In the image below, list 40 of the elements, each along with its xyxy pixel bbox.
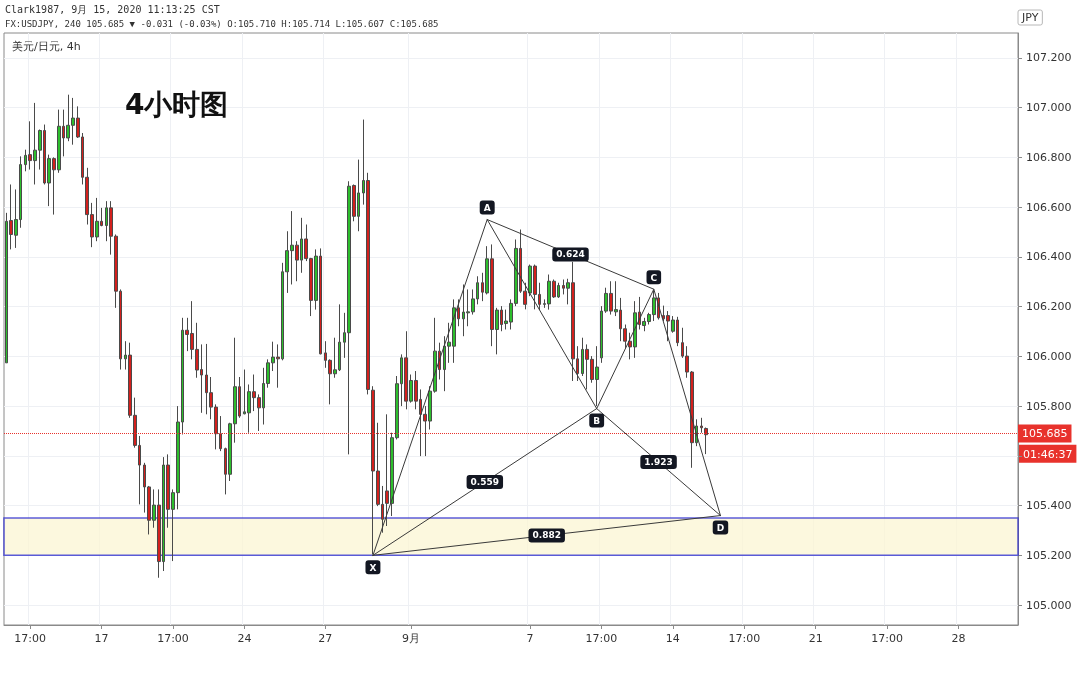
y-tick-label: 105.000: [1026, 598, 1072, 612]
y-tick-label: 106.000: [1026, 349, 1072, 363]
x-tick-label: 17:00: [728, 632, 761, 645]
y-tick-label: 106.400: [1026, 250, 1072, 264]
chart-subtitle: FX:USDJPY, 240 105.685 ▼ -0.031 (-0.03%) O:105.710 H:105.714 L:105.607 C:105.685: [5, 18, 439, 29]
y-tick-label: 105.800: [1026, 399, 1072, 413]
x-tick-label: 21: [808, 632, 823, 645]
y-tick-label: 106.200: [1026, 300, 1072, 314]
data-label: C: [650, 272, 658, 283]
y-tick-label: 105.200: [1026, 548, 1072, 562]
y-tick-label: 106.800: [1026, 150, 1072, 164]
annotation: 美元/日元, 4h: [12, 40, 81, 53]
y-axis-title: JPY: [1021, 11, 1039, 24]
x-tick-label: 17:00: [157, 632, 189, 645]
series-label: 0.882: [532, 530, 561, 541]
series-label: 1.923: [644, 457, 673, 468]
x-tick-label: 27: [318, 632, 333, 645]
data-label: A: [483, 203, 491, 214]
data-label: D: [716, 523, 725, 534]
y-tick-label: 106.600: [1026, 200, 1072, 214]
data-label: X: [369, 562, 377, 573]
ref-line-label: 105.685: [1022, 426, 1068, 440]
x-tick-label: 28: [951, 632, 966, 645]
x-tick-label: 17:00: [14, 632, 47, 645]
x-tick-label: 9月: [402, 632, 421, 645]
x-tick-label: 17:00: [585, 632, 618, 645]
text: 01:46:37: [1023, 447, 1073, 461]
series-label: 0.624: [556, 249, 585, 260]
x-tick-label: 24: [237, 632, 252, 645]
text: Clark1987, 9月 15, 2020 11:13:25 CST: [5, 3, 220, 15]
series-label: 0.559: [470, 476, 500, 487]
data-label: B: [593, 416, 601, 427]
y-tick-label: 105.400: [1026, 499, 1072, 513]
y-tick-label: 107.200: [1026, 51, 1072, 65]
text: 4小时图: [125, 87, 229, 121]
x-tick-label: 17: [94, 632, 109, 645]
x-tick-label: 17:00: [871, 632, 903, 645]
y-tick-label: 107.000: [1026, 101, 1072, 115]
x-tick-label: 14: [665, 632, 680, 645]
x-tick-label: 7: [526, 632, 534, 645]
